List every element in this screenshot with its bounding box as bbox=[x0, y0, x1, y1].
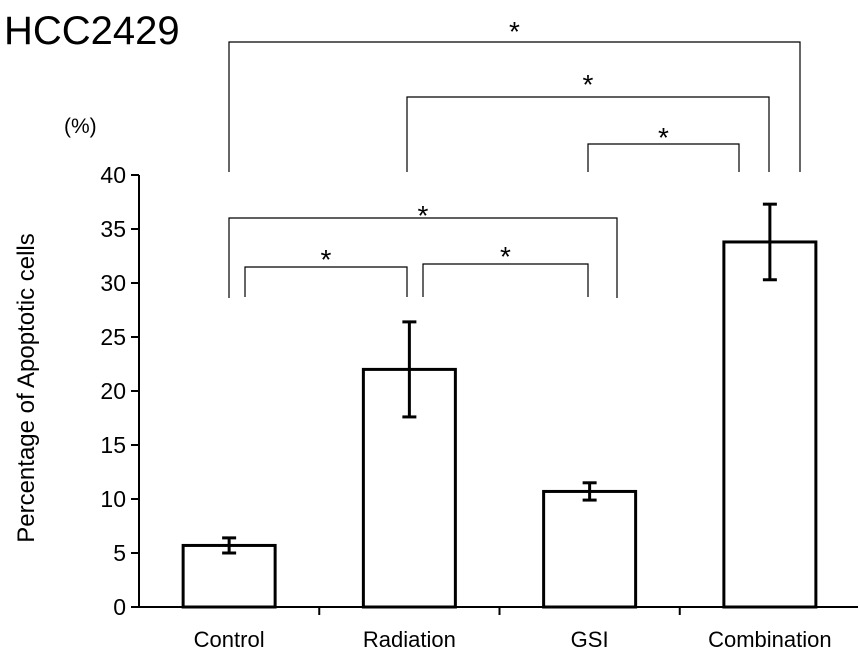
axes: 0 5 10 15 20 25 30 35 40 Control Radiation GSI Combi… bbox=[100, 162, 858, 652]
significance-bracket bbox=[228, 41, 801, 172]
significance-bracket bbox=[587, 143, 740, 172]
bar bbox=[722, 240, 818, 609]
y-tick-label: 35 bbox=[100, 216, 126, 242]
significance-star: * bbox=[321, 244, 332, 275]
x-tick-label: Combination bbox=[708, 627, 832, 652]
y-tick-label: 25 bbox=[100, 324, 126, 350]
y-tick-label: 5 bbox=[113, 540, 126, 566]
y-axis-label: Percentage of Apoptotic cells bbox=[13, 233, 40, 543]
bar bbox=[181, 543, 277, 609]
chart-title: HCC2429 bbox=[4, 9, 180, 53]
y-tick-label: 15 bbox=[100, 432, 126, 458]
significance-star: * bbox=[500, 241, 511, 272]
significance-bracket bbox=[244, 266, 408, 297]
x-tick-label: Radiation bbox=[363, 627, 456, 652]
x-tick-label: Control bbox=[194, 627, 265, 652]
y-tick-label: 20 bbox=[100, 378, 126, 404]
bar bbox=[542, 489, 638, 609]
y-tick-label: 30 bbox=[100, 270, 126, 296]
y-unit-label: (%) bbox=[64, 115, 97, 138]
y-tick-label: 40 bbox=[100, 162, 126, 188]
y-tick-label: 10 bbox=[100, 486, 126, 512]
bars bbox=[181, 202, 818, 609]
significance-brackets: * * * * * * bbox=[228, 16, 801, 298]
significance-bracket bbox=[228, 217, 618, 298]
significance-star: * bbox=[583, 69, 594, 100]
significance-bracket bbox=[422, 263, 589, 297]
significance-star: * bbox=[658, 122, 669, 153]
x-tick-label: GSI bbox=[571, 627, 609, 652]
y-tick-label: 0 bbox=[113, 594, 126, 620]
significance-star: * bbox=[509, 16, 520, 47]
significance-bracket bbox=[406, 96, 770, 172]
significance-star: * bbox=[418, 200, 429, 231]
